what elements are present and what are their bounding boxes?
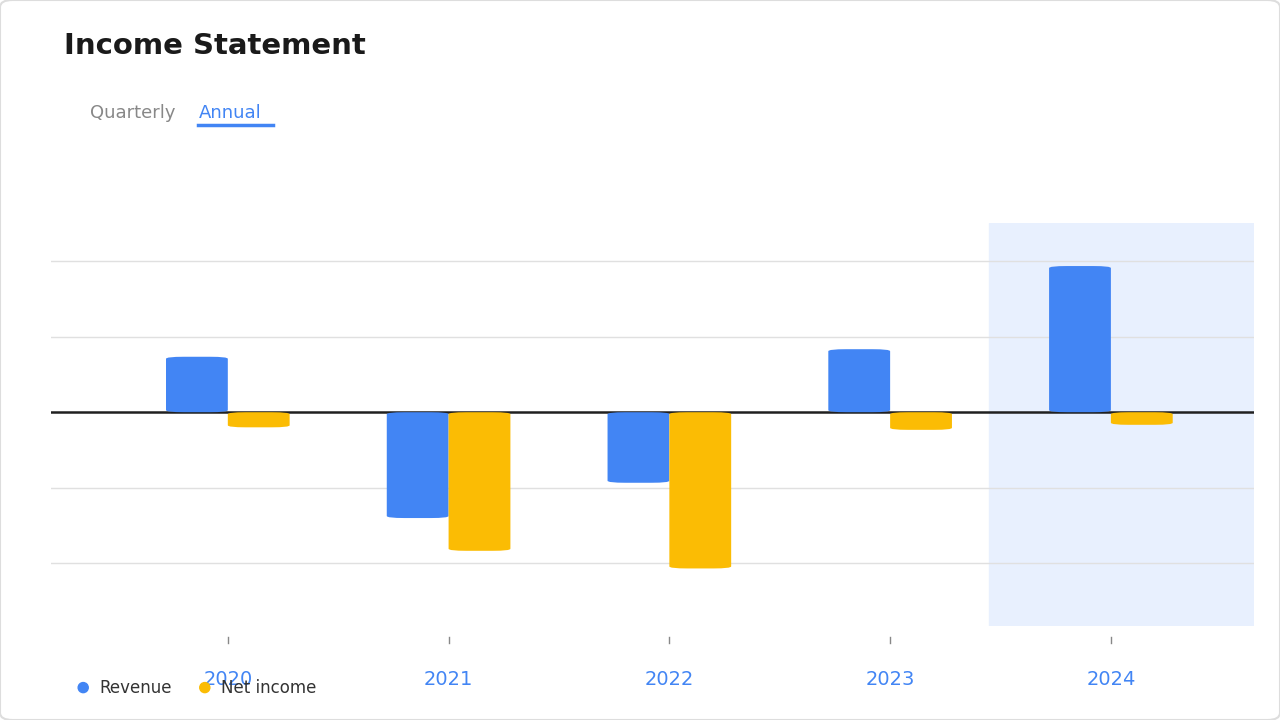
Text: Annual: Annual	[198, 104, 261, 122]
FancyBboxPatch shape	[448, 412, 511, 551]
Text: 2024: 2024	[1087, 670, 1135, 688]
FancyBboxPatch shape	[608, 412, 669, 482]
FancyBboxPatch shape	[1050, 266, 1111, 412]
FancyBboxPatch shape	[228, 412, 289, 427]
FancyBboxPatch shape	[166, 356, 228, 412]
Text: Quarterly: Quarterly	[90, 104, 175, 122]
FancyBboxPatch shape	[669, 412, 731, 569]
Text: Net income: Net income	[221, 678, 317, 697]
Text: Revenue: Revenue	[100, 678, 173, 697]
Text: 2023: 2023	[865, 670, 915, 688]
Text: 2021: 2021	[424, 670, 474, 688]
FancyBboxPatch shape	[828, 349, 890, 412]
FancyBboxPatch shape	[387, 412, 448, 518]
FancyBboxPatch shape	[890, 412, 952, 430]
FancyBboxPatch shape	[1111, 412, 1172, 425]
Text: 2022: 2022	[645, 670, 694, 688]
Text: 2020: 2020	[204, 670, 252, 688]
Bar	[989, 223, 1276, 626]
Text: Income Statement: Income Statement	[64, 32, 366, 60]
